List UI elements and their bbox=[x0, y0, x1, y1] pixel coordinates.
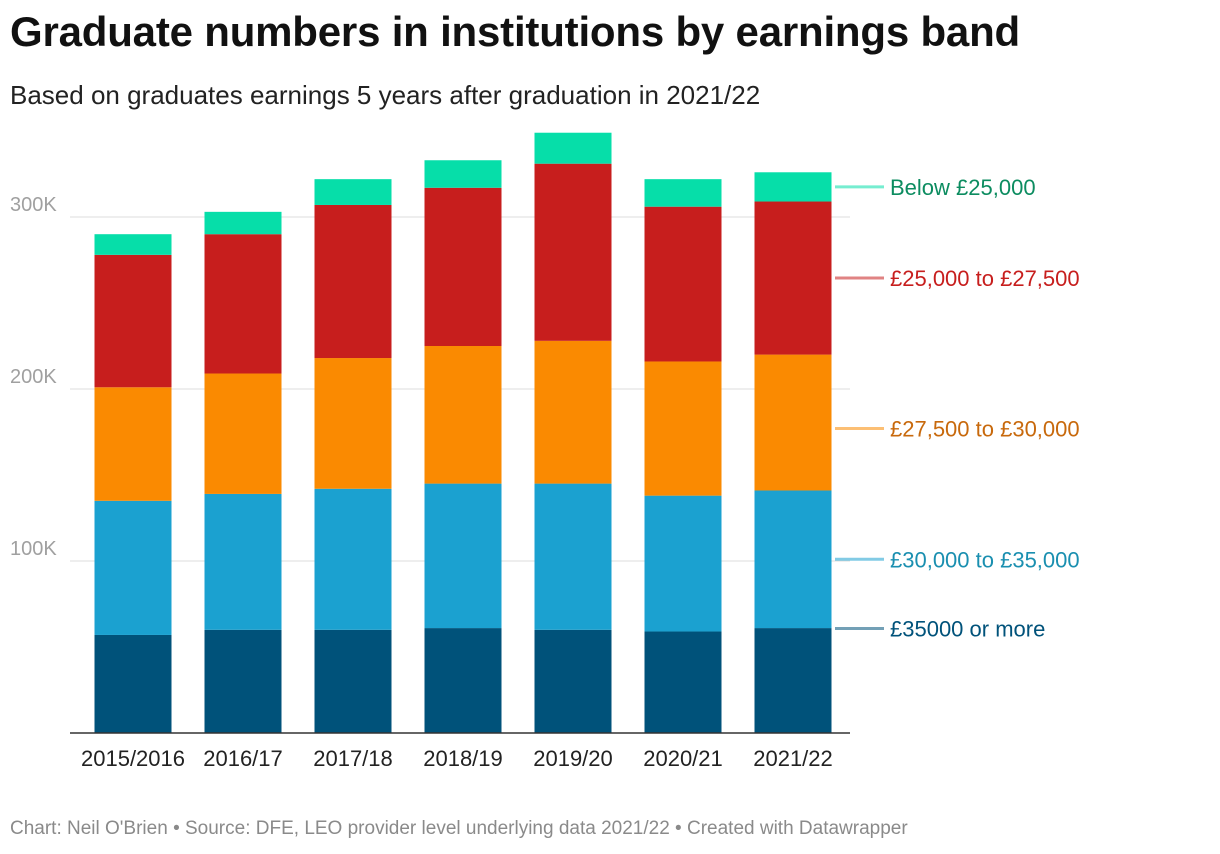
chart-title: Graduate numbers in institutions by earn… bbox=[10, 8, 1020, 55]
bar-segment bbox=[314, 204, 392, 359]
bar-segment bbox=[314, 488, 392, 630]
bar-segment bbox=[424, 346, 502, 484]
bar-segment bbox=[644, 631, 722, 733]
bar-segment bbox=[534, 483, 612, 630]
bar-segment bbox=[534, 163, 612, 341]
legend-label: £30,000 to £35,000 bbox=[890, 547, 1080, 572]
bar-segment bbox=[534, 132, 612, 164]
chart-subtitle: Based on graduates earnings 5 years afte… bbox=[10, 80, 761, 110]
bar-segment bbox=[754, 172, 832, 202]
legend: £35000 or more £30,000 to £35,000 £27,500 … bbox=[835, 175, 1080, 642]
legend-label: Below £25,000 bbox=[890, 175, 1036, 200]
x-tick-label: 2021/22 bbox=[753, 746, 833, 771]
bars bbox=[94, 132, 832, 733]
bar-segment bbox=[94, 387, 172, 501]
bar-segment bbox=[424, 483, 502, 629]
y-tick-label: 300K bbox=[10, 194, 57, 216]
x-tick-label: 2017/18 bbox=[313, 746, 393, 771]
bar-segment bbox=[204, 629, 282, 733]
bar-segment bbox=[644, 361, 722, 496]
bar-segment bbox=[754, 628, 832, 733]
bar-segment bbox=[534, 340, 612, 484]
legend-label: £27,500 to £30,000 bbox=[890, 417, 1080, 442]
chart-footer: Chart: Neil O'Brien • Source: DFE, LEO p… bbox=[10, 818, 908, 839]
axes: 100K 200K 300K 2015/2016 2016/17 2017/18 2018/… bbox=[10, 194, 850, 771]
bar-segment bbox=[204, 493, 282, 630]
bar-segment bbox=[204, 373, 282, 494]
bar-segment bbox=[94, 500, 172, 635]
bar-segment bbox=[204, 234, 282, 374]
bar-segment bbox=[94, 234, 172, 255]
bar-segment bbox=[424, 628, 502, 733]
bar-segment bbox=[94, 254, 172, 388]
bar-segment bbox=[314, 358, 392, 489]
y-tick-label: 200K bbox=[10, 366, 57, 388]
bar-segment bbox=[754, 354, 832, 491]
legend-label: £35000 or more bbox=[890, 617, 1045, 642]
x-tick-label: 2015/2016 bbox=[81, 746, 185, 771]
bar-segment bbox=[424, 187, 502, 346]
bar-segment bbox=[644, 179, 722, 207]
x-tick-label: 2019/20 bbox=[533, 746, 613, 771]
bar-segment bbox=[644, 495, 722, 632]
x-tick-label: 2016/17 bbox=[203, 746, 283, 771]
bar-segment bbox=[94, 634, 172, 733]
bar-segment bbox=[534, 629, 612, 733]
bar-segment bbox=[314, 179, 392, 205]
bar-segment bbox=[644, 206, 722, 362]
x-tick-label: 2018/19 bbox=[423, 746, 503, 771]
x-tick-label: 2020/21 bbox=[643, 746, 723, 771]
bar-segment bbox=[314, 629, 392, 733]
bar-segment bbox=[754, 201, 832, 355]
bar-segment bbox=[204, 211, 282, 235]
bar-segment bbox=[754, 490, 832, 629]
legend-label: £25,000 to £27,500 bbox=[890, 266, 1080, 291]
bar-segment bbox=[424, 160, 502, 188]
y-tick-label: 100K bbox=[10, 538, 57, 560]
